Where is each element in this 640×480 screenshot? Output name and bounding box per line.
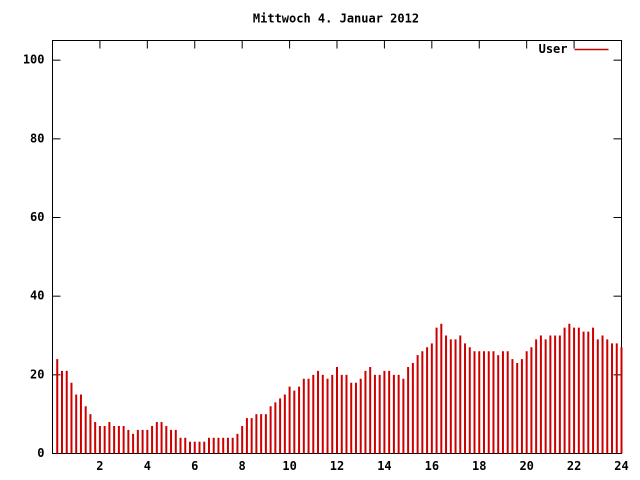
x-tick-label: 2 <box>96 459 103 473</box>
chart-title: Mittwoch 4. Januar 2012 <box>253 12 419 26</box>
x-tick-label: 16 <box>425 459 439 473</box>
y-tick-label: 80 <box>30 131 44 145</box>
y-tick-label: 40 <box>30 289 44 303</box>
x-tick-label: 24 <box>614 459 628 473</box>
legend-label: User <box>539 42 568 56</box>
x-tick-label: 10 <box>282 459 296 473</box>
y-tick-label: 100 <box>23 53 45 67</box>
y-tick-label: 20 <box>30 367 44 381</box>
x-tick-label: 22 <box>567 459 581 473</box>
x-tick-label: 18 <box>472 459 486 473</box>
x-tick-label: 20 <box>519 459 533 473</box>
y-tick-label: 60 <box>30 210 44 224</box>
x-tick-label: 4 <box>144 459 151 473</box>
x-tick-label: 6 <box>191 459 198 473</box>
x-tick-label: 8 <box>239 459 246 473</box>
y-tick-label: 0 <box>37 446 44 460</box>
x-tick-label: 12 <box>330 459 344 473</box>
x-tick-label: 14 <box>377 459 391 473</box>
